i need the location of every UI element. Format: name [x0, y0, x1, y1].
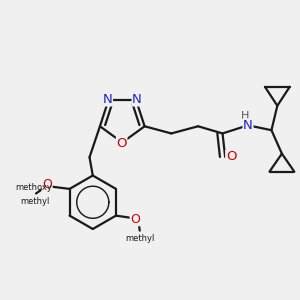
Text: O: O — [130, 213, 140, 226]
Text: O: O — [226, 150, 236, 164]
Text: methyl: methyl — [21, 197, 50, 206]
Text: methyl: methyl — [125, 234, 155, 243]
Text: O: O — [116, 137, 127, 150]
Text: methoxy: methoxy — [16, 183, 52, 192]
Text: N: N — [243, 119, 253, 132]
Text: N: N — [103, 93, 112, 106]
Text: H: H — [241, 111, 250, 121]
Text: O: O — [42, 178, 52, 191]
Text: N: N — [132, 93, 142, 106]
